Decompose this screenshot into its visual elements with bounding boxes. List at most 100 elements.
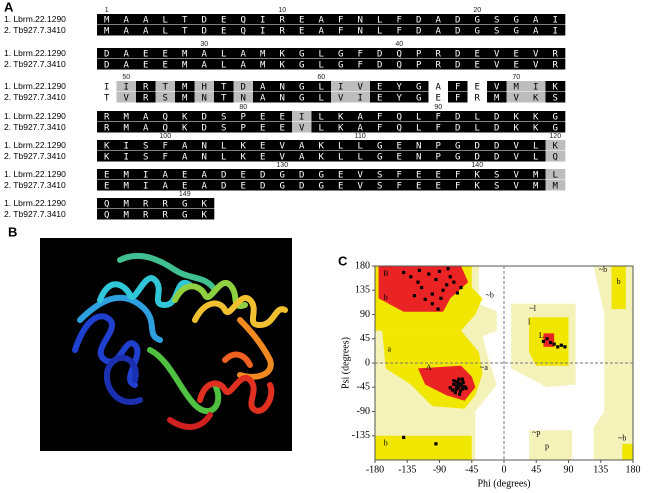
residue-shade	[350, 92, 371, 103]
protein-structure	[40, 238, 292, 451]
sequence: TVRSMNTNANGLVIEYGEFRMVKS	[104, 93, 572, 103]
residue-shade	[409, 111, 429, 122]
residue-shade	[311, 92, 332, 103]
residue-shade	[370, 25, 390, 36]
residue-shade	[194, 122, 215, 133]
residue-shade	[292, 140, 312, 151]
sequence: DAEEMALAMKGLGFDQPRDEVEVR	[104, 60, 572, 70]
residue-shade	[136, 209, 156, 220]
residue-shade	[116, 180, 137, 191]
residue-point	[541, 339, 546, 344]
residue-shade	[448, 25, 468, 36]
residue-shade	[194, 140, 215, 151]
residue-shade	[194, 209, 215, 220]
residue-shade	[370, 151, 390, 162]
sequence: EMIAEADEDGDGEVSFEEFKSVML	[104, 170, 572, 180]
residue-shade	[545, 169, 566, 180]
position-number: 20	[473, 7, 481, 14]
sequence-name: 2. Tb927.7.3410	[4, 25, 66, 35]
residue-point	[545, 337, 549, 341]
residue-shade	[233, 48, 254, 59]
residue-shade	[97, 81, 117, 92]
residue-point	[445, 283, 449, 287]
residue-shade	[389, 180, 410, 191]
residue-shade	[175, 48, 195, 59]
residue-shade	[331, 92, 351, 103]
allowed-region	[622, 443, 633, 460]
residue-point	[417, 268, 422, 272]
residue-shade	[155, 198, 176, 209]
y-tick-label: 90	[360, 309, 370, 320]
residue-shade	[370, 14, 390, 25]
residue-shade	[155, 48, 176, 59]
residue-point	[452, 382, 456, 387]
residue-point	[452, 280, 456, 284]
residue-shade	[253, 81, 273, 92]
residue-shade	[409, 48, 429, 59]
residue-shade	[233, 59, 254, 70]
residue-point	[552, 342, 556, 346]
position-number: 60	[317, 74, 325, 81]
region-label: p	[545, 441, 549, 450]
residue-shade	[97, 25, 117, 36]
residue-point	[412, 294, 417, 298]
residue-shade	[155, 169, 176, 180]
residue-shade	[311, 111, 332, 122]
residue-shade	[233, 180, 254, 191]
residue-shade	[487, 81, 507, 92]
region-label: A	[426, 363, 432, 372]
residue-shade	[448, 122, 468, 133]
position-number: 140	[471, 162, 483, 169]
residue-shade	[194, 92, 215, 103]
residue-shade	[272, 180, 293, 191]
residue-shade	[350, 122, 371, 133]
residue-shade	[214, 25, 234, 36]
residue-shade	[272, 25, 293, 36]
region-label: ~l	[529, 304, 536, 313]
residue-shade	[292, 111, 312, 122]
residue-shade	[136, 111, 156, 122]
residue-shade	[214, 151, 234, 162]
residue-shade	[467, 151, 488, 162]
residue-shade	[155, 140, 176, 151]
residue-shade	[370, 111, 390, 122]
residue-shade	[409, 180, 429, 191]
residue-shade	[389, 151, 410, 162]
sequence: KISFANLKEVAKLLGENPGDDVLK	[104, 141, 572, 151]
residue-shade	[506, 59, 527, 70]
residue-shade	[136, 180, 156, 191]
residue-point	[452, 379, 456, 383]
residue-point	[437, 269, 442, 273]
residue-shade	[194, 25, 215, 36]
residue-shade	[292, 151, 312, 162]
residue-shade	[253, 180, 273, 191]
residue-shade	[545, 122, 566, 133]
residue-shade	[448, 14, 468, 25]
residue-shade	[116, 209, 137, 220]
residue-shade	[272, 48, 293, 59]
residue-point	[416, 280, 420, 284]
panel-label: C	[338, 253, 348, 268]
residue-shade	[97, 48, 117, 59]
position-number: 90	[434, 104, 442, 111]
residue-shade	[545, 92, 566, 103]
residue-shade	[116, 111, 137, 122]
sequence-name: 1. Lbrm.22.1290	[4, 81, 66, 91]
residue-shade	[253, 140, 273, 151]
residue-point	[427, 272, 431, 276]
residue-shade	[136, 48, 156, 59]
region-label: ~b	[486, 290, 494, 299]
residue-point	[402, 435, 406, 439]
residue-shade	[214, 48, 234, 59]
residue-shade	[233, 111, 254, 122]
residue-shade	[389, 59, 410, 70]
residue-shade	[116, 59, 137, 70]
residue-shade	[194, 14, 215, 25]
residue-point	[434, 442, 438, 446]
residue-shade	[253, 48, 273, 59]
residue-shade	[428, 81, 449, 92]
residue-shade	[467, 25, 488, 36]
residue-shade	[292, 92, 312, 103]
residue-shade	[331, 14, 351, 25]
residue-shade	[467, 48, 488, 59]
